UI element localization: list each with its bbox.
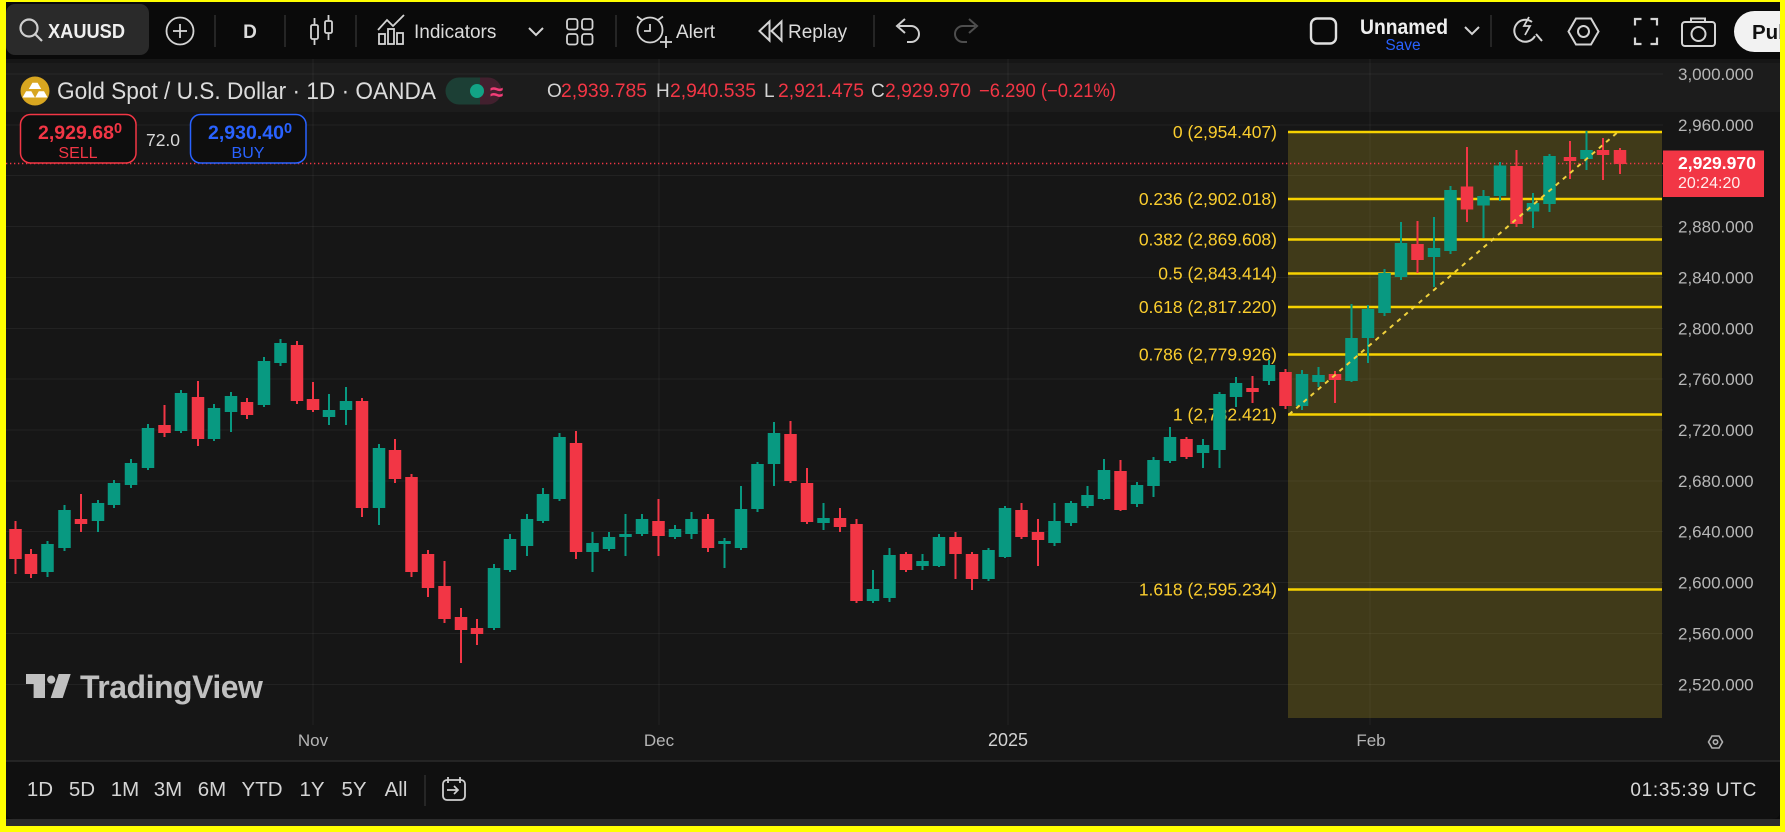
svg-text:2,840.000: 2,840.000 xyxy=(1678,269,1754,288)
svg-text:6M: 6M xyxy=(198,778,226,801)
svg-text:2,930.40: 2,930.40 xyxy=(208,122,284,144)
svg-text:1.618 (2,595.234): 1.618 (2,595.234) xyxy=(1139,580,1277,600)
svg-text:1M: 1M xyxy=(111,778,139,801)
svg-text:TradingView: TradingView xyxy=(80,669,263,705)
svg-text:BUY: BUY xyxy=(232,145,265,162)
svg-text:H: H xyxy=(656,81,670,102)
svg-text:YTD: YTD xyxy=(242,778,283,801)
svg-text:2,600.000: 2,600.000 xyxy=(1678,574,1754,593)
svg-text:2,929.970: 2,929.970 xyxy=(1678,153,1756,173)
svg-text:Dec: Dec xyxy=(644,731,675,750)
svg-text:L: L xyxy=(764,81,775,102)
svg-text:2,640.000: 2,640.000 xyxy=(1678,523,1754,542)
svg-text:2,760.000: 2,760.000 xyxy=(1678,370,1754,389)
svg-text:2,720.000: 2,720.000 xyxy=(1678,421,1754,440)
svg-text:0.5 (2,843.414): 0.5 (2,843.414) xyxy=(1158,264,1277,284)
svg-text:1Y: 1Y xyxy=(299,778,324,801)
svg-text:Indicators: Indicators xyxy=(414,22,496,43)
svg-text:0: 0 xyxy=(284,121,292,137)
svg-text:XAUUSD: XAUUSD xyxy=(48,21,125,43)
svg-text:2,929.970: 2,929.970 xyxy=(885,81,971,102)
svg-text:Alert: Alert xyxy=(676,22,716,43)
svg-text:D: D xyxy=(243,22,257,43)
svg-text:2,680.000: 2,680.000 xyxy=(1678,472,1754,491)
svg-text:1D: 1D xyxy=(27,778,53,801)
svg-text:0.382 (2,869.608): 0.382 (2,869.608) xyxy=(1139,230,1277,250)
svg-text:Nov: Nov xyxy=(298,731,329,750)
svg-text:3M: 3M xyxy=(154,778,182,801)
svg-text:C: C xyxy=(871,81,885,102)
svg-text:O: O xyxy=(547,81,562,102)
svg-text:5Y: 5Y xyxy=(341,778,366,801)
svg-text:72.0: 72.0 xyxy=(146,130,180,150)
svg-text:All: All xyxy=(385,778,408,801)
svg-text:2025: 2025 xyxy=(988,730,1028,750)
svg-text:2,520.000: 2,520.000 xyxy=(1678,676,1754,695)
svg-text:2,800.000: 2,800.000 xyxy=(1678,320,1754,339)
svg-text:Save: Save xyxy=(1385,37,1420,54)
svg-text:2,880.000: 2,880.000 xyxy=(1678,218,1754,237)
svg-text:2,929.68: 2,929.68 xyxy=(38,122,114,144)
svg-text:2,940.535: 2,940.535 xyxy=(670,81,756,102)
svg-text:01:35:39 UTC: 01:35:39 UTC xyxy=(1630,780,1757,801)
svg-text:Replay: Replay xyxy=(788,22,848,43)
svg-text:Unnamed: Unnamed xyxy=(1360,16,1448,39)
svg-text:20:24:20: 20:24:20 xyxy=(1678,175,1740,192)
svg-text:−6.290 (−0.21%): −6.290 (−0.21%) xyxy=(979,81,1116,102)
svg-text:0.618 (2,817.220): 0.618 (2,817.220) xyxy=(1139,297,1277,317)
svg-text:2,939.785: 2,939.785 xyxy=(561,81,647,102)
svg-text:≈: ≈ xyxy=(490,79,503,106)
svg-text:0.786 (2,779.926): 0.786 (2,779.926) xyxy=(1139,345,1277,365)
svg-text:3,000.000: 3,000.000 xyxy=(1678,65,1754,84)
svg-text:Feb: Feb xyxy=(1356,731,1385,750)
svg-text:SELL: SELL xyxy=(58,145,97,162)
svg-text:2,960.000: 2,960.000 xyxy=(1678,116,1754,135)
svg-text:2,921.475: 2,921.475 xyxy=(778,81,864,102)
svg-text:2,560.000: 2,560.000 xyxy=(1678,625,1754,644)
svg-text:0 (2,954.407): 0 (2,954.407) xyxy=(1173,122,1277,142)
svg-text:Pub: Pub xyxy=(1752,21,1785,44)
svg-text:0: 0 xyxy=(114,121,122,137)
svg-text:0.236 (2,902.018): 0.236 (2,902.018) xyxy=(1139,189,1277,209)
svg-text:Gold Spot / U.S. Dollar · 1D ·: Gold Spot / U.S. Dollar · 1D · OANDA xyxy=(57,78,436,105)
svg-text:5D: 5D xyxy=(69,778,95,801)
